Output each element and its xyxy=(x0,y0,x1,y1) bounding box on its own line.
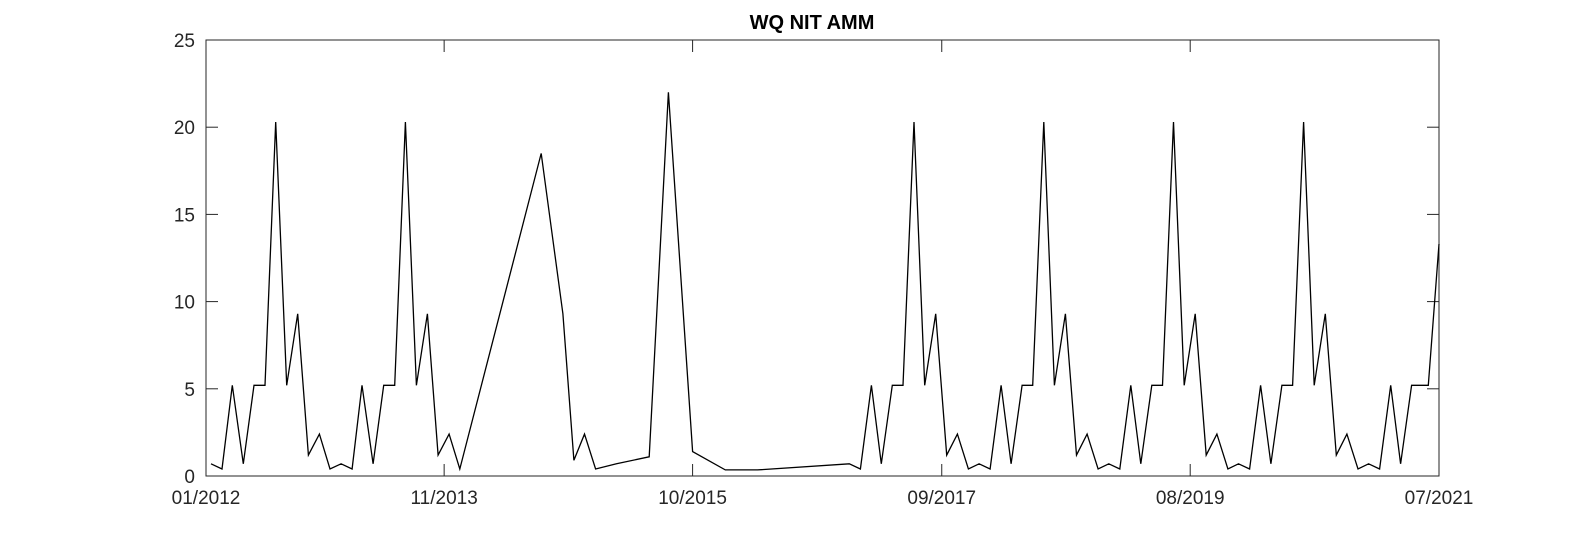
y-tick-label: 15 xyxy=(174,205,195,226)
y-tick-label: 20 xyxy=(174,118,195,139)
series-line xyxy=(210,92,1440,472)
x-tick-label: 08/2019 xyxy=(1156,488,1225,509)
y-tick-label: 25 xyxy=(174,31,195,52)
plot-area xyxy=(205,39,1440,477)
y-tick-label: 5 xyxy=(184,380,195,401)
y-axis: 0 5 10 15 20 25 xyxy=(174,31,1439,488)
y-tick-label: 0 xyxy=(184,467,195,488)
x-tick-label: 10/2015 xyxy=(658,488,727,509)
x-axis: 01/2012 11/2013 10/2015 09/2017 08/2019 07/20… xyxy=(172,40,1474,509)
x-tick-label: 07/2021 xyxy=(1405,488,1474,509)
y-tick-label: 10 xyxy=(174,293,195,314)
x-tick-label: 11/2013 xyxy=(411,488,478,509)
x-tick-label: 01/2012 xyxy=(172,488,241,509)
x-tick-label: 09/2017 xyxy=(907,488,976,509)
chart-title: WQ NIT AMM xyxy=(750,12,875,34)
